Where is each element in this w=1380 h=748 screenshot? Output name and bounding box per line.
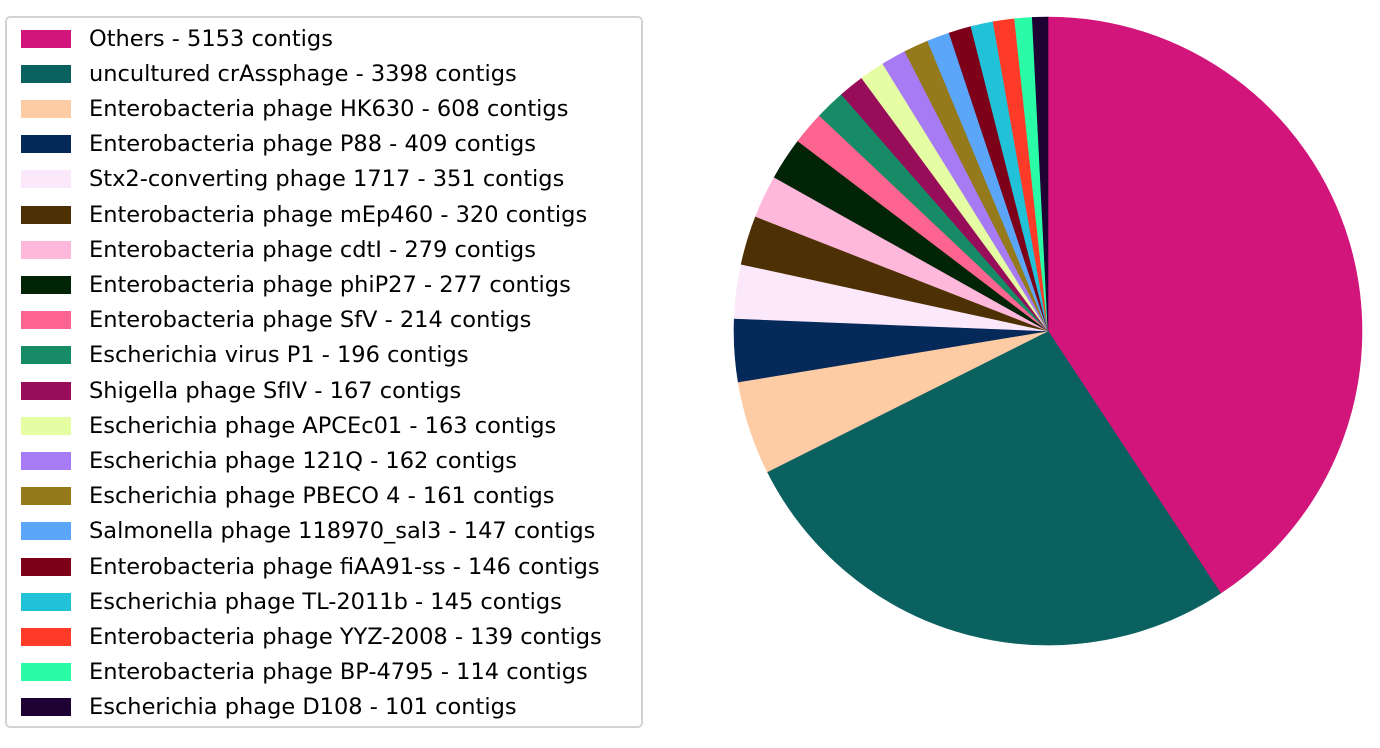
legend-swatch bbox=[21, 381, 71, 400]
legend-item: Enterobacteria phage phiP27 - 277 contig… bbox=[21, 267, 571, 302]
chart-legend: Others - 5153 contigs uncultured crAsspha… bbox=[5, 16, 643, 728]
legend-swatch bbox=[21, 275, 71, 294]
legend-item: Escherichia phage 121Q - 162 contigs bbox=[21, 443, 517, 478]
legend-label: Stx2-converting phage 1717 - 351 contigs bbox=[89, 166, 565, 193]
legend-label: Escherichia virus P1 - 196 contigs bbox=[89, 342, 469, 369]
legend-swatch bbox=[21, 557, 71, 576]
legend-label: Enterobacteria phage phiP27 - 277 contig… bbox=[89, 271, 571, 298]
legend-swatch bbox=[21, 416, 71, 435]
legend-swatch bbox=[21, 205, 71, 224]
legend-label: Enterobacteria phage P88 - 409 contigs bbox=[89, 131, 537, 158]
legend-item: Stx2-converting phage 1717 - 351 contigs bbox=[21, 162, 564, 197]
legend-item: Escherichia phage APCEc01 - 163 contigs bbox=[21, 408, 556, 443]
legend-item: Enterobacteria phage YYZ-2008 - 139 cont… bbox=[21, 619, 602, 654]
legend-item: Enterobacteria phage HK630 - 608 contigs bbox=[21, 91, 568, 126]
legend-label: Escherichia phage PBECO 4 - 161 contigs bbox=[89, 483, 555, 510]
legend-swatch bbox=[21, 487, 71, 506]
legend-swatch bbox=[21, 29, 71, 48]
legend-swatch bbox=[21, 311, 71, 330]
pie-slice bbox=[1031, 16, 1049, 332]
legend-label: Enterobacteria phage cdtI - 279 contigs bbox=[89, 236, 536, 263]
legend-swatch bbox=[21, 240, 71, 259]
legend-item: Enterobacteria phage BP-4795 - 114 conti… bbox=[21, 655, 588, 690]
legend-swatch bbox=[21, 346, 71, 365]
pie-slice bbox=[766, 330, 1222, 646]
legend-item: Escherichia virus P1 - 196 contigs bbox=[21, 338, 469, 373]
legend-swatch bbox=[21, 522, 71, 541]
legend-label: Escherichia phage D108 - 101 contigs bbox=[89, 694, 517, 721]
legend-item: Escherichia phage PBECO 4 - 161 contigs bbox=[21, 479, 554, 514]
legend-label: Enterobacteria phage fiAA91-ss - 146 con… bbox=[89, 553, 600, 580]
legend-swatch bbox=[21, 64, 71, 83]
legend-swatch bbox=[21, 451, 71, 470]
legend-swatch bbox=[21, 592, 71, 611]
legend-item: Salmonella phage 118970_sal3 - 147 conti… bbox=[21, 514, 595, 549]
legend-label: Salmonella phage 118970_sal3 - 147 conti… bbox=[89, 518, 596, 545]
legend-item: Escherichia phage D108 - 101 contigs bbox=[21, 690, 517, 725]
legend-item: Escherichia phage TL-2011b - 145 contigs bbox=[21, 584, 562, 619]
legend-swatch bbox=[21, 663, 71, 682]
legend-item: Shigella phage SfIV - 167 contigs bbox=[21, 373, 461, 408]
legend-label: Enterobacteria phage HK630 - 608 contigs bbox=[89, 95, 569, 122]
legend-swatch bbox=[21, 135, 71, 154]
pie-slice bbox=[1047, 16, 1363, 594]
legend-item: Enterobacteria phage P88 - 409 contigs bbox=[21, 127, 536, 162]
legend-label: Shigella phage SfIV - 167 contigs bbox=[89, 377, 462, 404]
legend-label: Enterobacteria phage BP-4795 - 114 conti… bbox=[89, 659, 588, 686]
legend-item: Enterobacteria phage fiAA91-ss - 146 con… bbox=[21, 549, 600, 584]
legend-label: uncultured crAssphage - 3398 contigs bbox=[89, 60, 517, 87]
legend-label: Enterobacteria phage SfV - 214 contigs bbox=[89, 307, 532, 334]
legend-item: Enterobacteria phage mEp460 - 320 contig… bbox=[21, 197, 587, 232]
legend-item: Others - 5153 contigs bbox=[21, 21, 333, 56]
legend-label: Escherichia phage APCEc01 - 163 contigs bbox=[89, 412, 557, 439]
legend-swatch bbox=[21, 99, 71, 118]
legend-item: Enterobacteria phage SfV - 214 contigs bbox=[21, 303, 531, 338]
legend-swatch bbox=[21, 627, 71, 646]
legend-label: Enterobacteria phage mEp460 - 320 contig… bbox=[89, 201, 588, 228]
legend-label: Escherichia phage 121Q - 162 contigs bbox=[89, 447, 517, 474]
legend-label: Enterobacteria phage YYZ-2008 - 139 cont… bbox=[89, 623, 602, 650]
legend-swatch bbox=[21, 170, 71, 189]
legend-swatch bbox=[21, 698, 71, 717]
legend-item: uncultured crAssphage - 3398 contigs bbox=[21, 56, 517, 91]
legend-item: Enterobacteria phage cdtI - 279 contigs bbox=[21, 232, 536, 267]
legend-label: Escherichia phage TL-2011b - 145 contigs bbox=[89, 588, 562, 615]
legend-label: Others - 5153 contigs bbox=[89, 25, 333, 52]
